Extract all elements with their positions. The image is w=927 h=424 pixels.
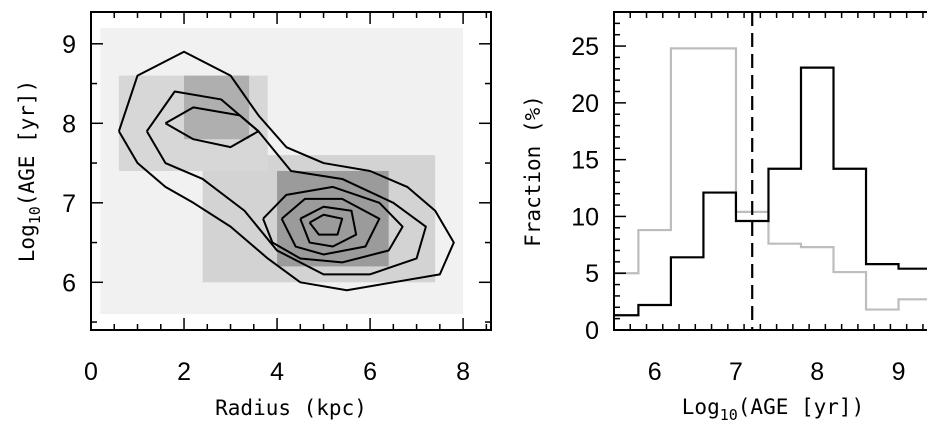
histogram-step-line [614,66,927,317]
left-y-axis-title: Log10(AGE [yr]) [15,80,44,262]
y-tick-label: 7 [62,190,76,218]
x-tick-label: 9 [892,358,906,386]
x-tick-label: 8 [810,358,824,386]
contour-line [280,197,381,256]
y-tick-label: 25 [571,33,599,61]
histogram-step-line [614,47,927,311]
contour-line [164,106,260,149]
y-tick-label: 20 [571,90,599,118]
x-tick-label: 7 [729,358,743,386]
x-tick-label: 6 [648,358,662,386]
y-tick-label: 6 [62,269,76,297]
left-x-axis-title: Radius (kpc) [215,396,367,420]
left-panel: 0 2 4 6 8 6 7 8 9 Radius (kpc) Log10(AGE [yr]) [15,11,492,420]
histogram-series [614,47,927,317]
right-ticks [613,11,924,331]
left-plot-frame [90,11,492,331]
x-tick-label: 2 [177,358,191,386]
contour-lines [117,50,455,292]
right-tick-labels: 6 7 8 9 0 5 10 15 20 25 [571,33,905,386]
contour-line [308,213,344,236]
x-tick-label: 4 [270,358,284,386]
left-y-title-prefix: Log [15,224,39,262]
y-tick-label: 9 [62,31,76,59]
left-y-title-suffix: (AGE [yr]) [15,80,39,206]
density-map [100,27,464,315]
y-tick-label: 8 [62,110,76,138]
y-tick-label: 5 [585,260,599,288]
x-tick-label: 6 [363,358,377,386]
y-tick-label: 15 [571,147,599,175]
right-x-title-suffix: (AGE [yr]) [738,395,864,419]
right-x-title-prefix: Log [682,395,720,419]
contour-line [262,185,404,264]
y-tick-label: 0 [585,317,599,345]
x-tick-label: 0 [84,358,98,386]
right-y-axis-title: Fraction (%) [521,95,545,247]
left-y-title-subscript: 10 [26,206,44,224]
contour-line [299,205,358,248]
right-x-title-subscript: 10 [720,406,738,424]
x-tick-label: 8 [456,358,470,386]
left-ticks [90,12,491,330]
left-tick-labels: 0 2 4 6 8 6 7 8 9 [62,31,470,386]
right-plot-frame [613,11,927,331]
right-x-axis-title: Log10(AGE [yr]) [682,395,864,424]
y-tick-label: 10 [571,203,599,231]
contour-line [117,50,455,292]
